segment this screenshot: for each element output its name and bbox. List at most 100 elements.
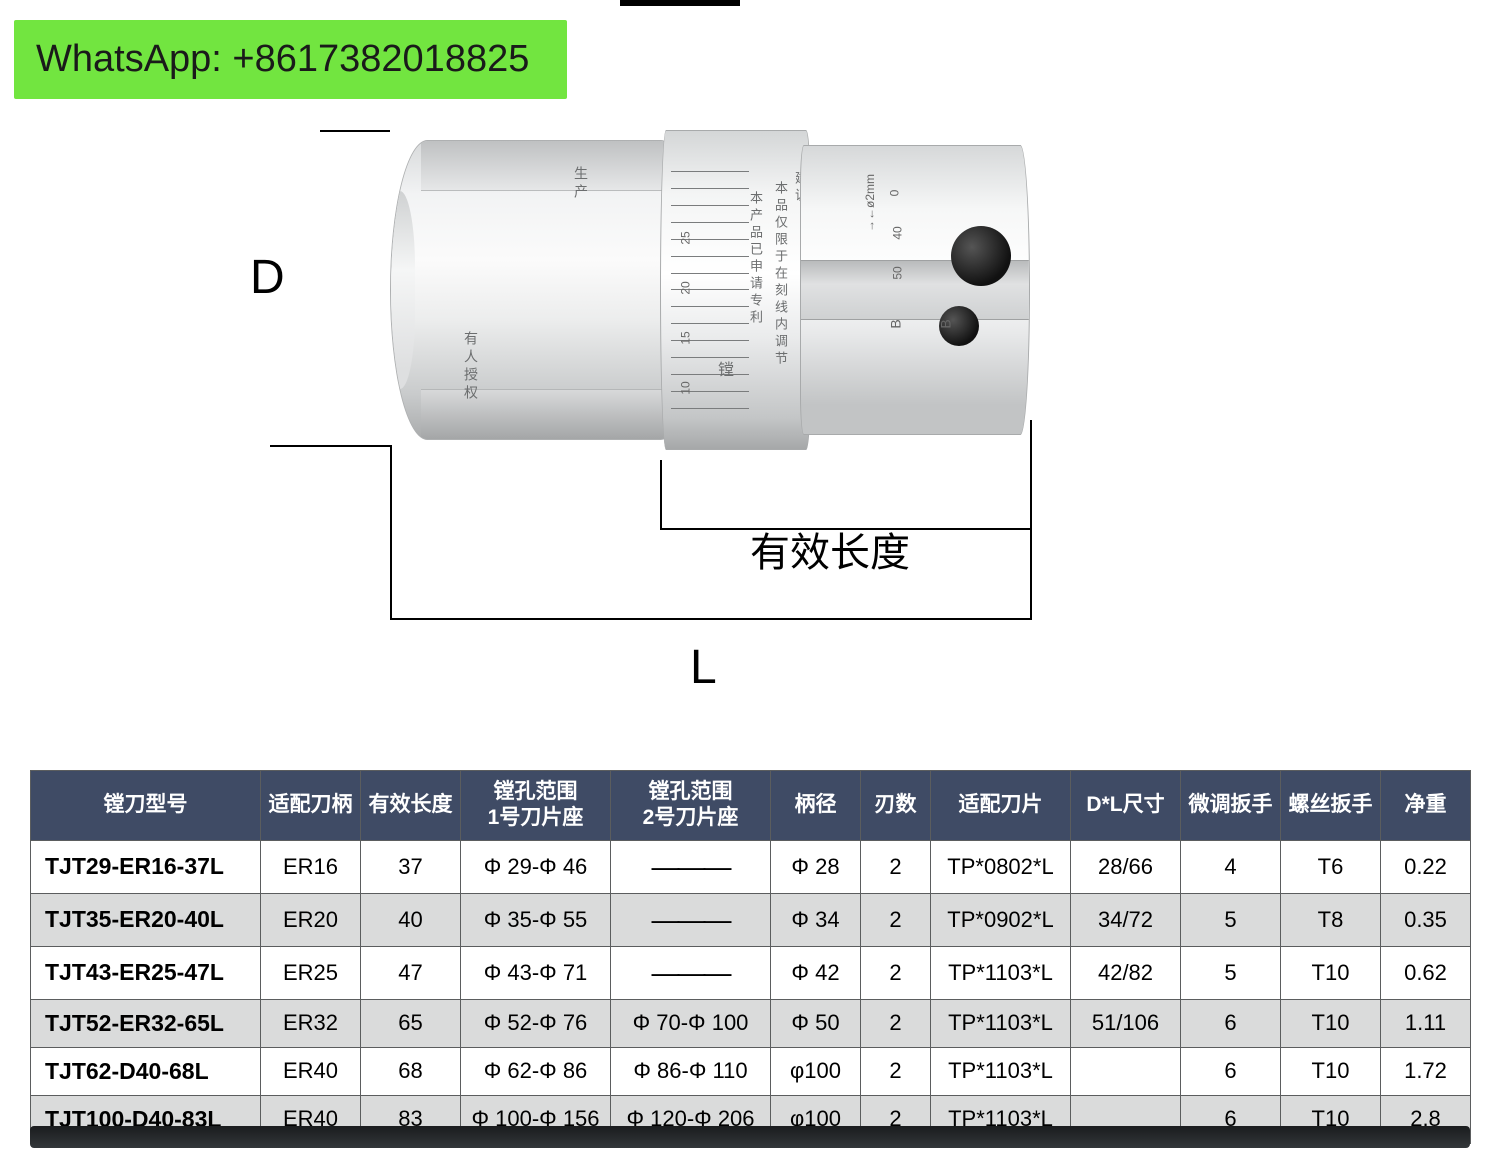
dim-l-right-tick bbox=[1030, 530, 1032, 620]
whatsapp-text: WhatsApp: +8617382018825 bbox=[36, 38, 529, 80]
table-cell: ER20 bbox=[261, 893, 361, 946]
grad-num-0: 10 bbox=[679, 381, 693, 394]
table-cell: ER16 bbox=[261, 840, 361, 893]
scale-40: 40 bbox=[891, 226, 905, 239]
base-engraving-2: 生产 bbox=[571, 166, 591, 202]
table-cell: TP*1103*L bbox=[931, 946, 1071, 999]
table-row: TJT52-ER32-65LER3265Φ 52-Φ 76Φ 70-Φ 100Φ… bbox=[31, 999, 1471, 1047]
table-cell: 0.62 bbox=[1381, 946, 1471, 999]
ring-text-1: 镗 bbox=[711, 361, 735, 381]
dim-l-label: L bbox=[690, 640, 717, 695]
table-cell: 5 bbox=[1181, 893, 1281, 946]
table-cell bbox=[1071, 1047, 1181, 1095]
table-cell: ——— bbox=[611, 893, 771, 946]
table-cell: T6 bbox=[1281, 840, 1381, 893]
grad-num-3: 25 bbox=[679, 231, 693, 244]
table-cell: 2 bbox=[861, 1047, 931, 1095]
table-header-cell: 柄径 bbox=[771, 771, 861, 841]
tool-diagram: D 有人授权 生产 10 15 20 25 镗 本产品已申请专利 本品仅限于在刻… bbox=[240, 100, 1220, 730]
table-cell: Φ 34 bbox=[771, 893, 861, 946]
table-row: TJT29-ER16-37LER1637Φ 29-Φ 46———Φ 282TP*… bbox=[31, 840, 1471, 893]
table-header-cell: 净重 bbox=[1381, 771, 1471, 841]
adjustment-ring: 10 15 20 25 镗 本产品已申请专利 本品仅限于在刻线内调节 建议 bbox=[660, 130, 810, 450]
table-cell: Φ 35-Φ 55 bbox=[461, 893, 611, 946]
grad-num-2: 20 bbox=[679, 281, 693, 294]
table-cell: TP*0802*L bbox=[931, 840, 1071, 893]
table-cell: 40 bbox=[361, 893, 461, 946]
table-cell: 2 bbox=[861, 946, 931, 999]
table-cell: TJT62-D40-68L bbox=[31, 1047, 261, 1095]
tool-body: 有人授权 生产 10 15 20 25 镗 本产品已申请专利 本品仅限于在刻线内… bbox=[390, 120, 1030, 460]
whatsapp-banner: WhatsApp: +8617382018825 bbox=[14, 20, 567, 99]
eff-len-left-tick bbox=[660, 460, 662, 530]
scale-0: 0 bbox=[887, 190, 901, 197]
insert-screw-1 bbox=[951, 226, 1011, 286]
table-cell: T8 bbox=[1281, 893, 1381, 946]
hex-base: 有人授权 生产 bbox=[390, 140, 670, 440]
eff-len-right-tick bbox=[1030, 420, 1032, 530]
boring-head: →←ø2mm 0 40 50 B B bbox=[800, 145, 1030, 435]
table-header-row: 镗刀型号适配刀柄有效长度镗孔范围1号刀片座镗孔范围2号刀片座柄径刃数适配刀片D*… bbox=[31, 771, 1471, 841]
table-cell: Φ 42 bbox=[771, 946, 861, 999]
table-cell: T10 bbox=[1281, 946, 1381, 999]
base-engraving-1: 有人授权 bbox=[461, 331, 481, 403]
table-cell: T10 bbox=[1281, 1047, 1381, 1095]
table-header-cell: 有效长度 bbox=[361, 771, 461, 841]
table-cell: 6 bbox=[1181, 1047, 1281, 1095]
table-cell: 0.22 bbox=[1381, 840, 1471, 893]
table-header-cell: 微调扳手 bbox=[1181, 771, 1281, 841]
table-cell: TJT35-ER20-40L bbox=[31, 893, 261, 946]
eff-len-label: 有效长度 bbox=[750, 520, 910, 578]
hex-flat-bot bbox=[421, 389, 669, 439]
table-cell: Φ 52-Φ 76 bbox=[461, 999, 611, 1047]
table-cell: TJT43-ER25-47L bbox=[31, 946, 261, 999]
table-row: TJT43-ER25-47LER2547Φ 43-Φ 71———Φ 422TP*… bbox=[31, 946, 1471, 999]
table-cell: 0.35 bbox=[1381, 893, 1471, 946]
table-cell: Φ 29-Φ 46 bbox=[461, 840, 611, 893]
table-cell: Φ 28 bbox=[771, 840, 861, 893]
table-cell: TJT29-ER16-37L bbox=[31, 840, 261, 893]
spec-table-container: 镗刀型号适配刀柄有效长度镗孔范围1号刀片座镗孔范围2号刀片座柄径刃数适配刀片D*… bbox=[30, 770, 1470, 1144]
table-cell: Φ 70-Φ 100 bbox=[611, 999, 771, 1047]
table-cell: 51/106 bbox=[1071, 999, 1181, 1047]
arrow-2mm: →←ø2mm bbox=[863, 174, 877, 232]
table-row: TJT35-ER20-40LER2040Φ 35-Φ 55———Φ 342TP*… bbox=[31, 893, 1471, 946]
table-cell: 4 bbox=[1181, 840, 1281, 893]
table-cell: Φ 62-Φ 86 bbox=[461, 1047, 611, 1095]
table-cell: φ100 bbox=[771, 1047, 861, 1095]
table-cell: 2 bbox=[861, 893, 931, 946]
table-row: TJT62-D40-68LER4068Φ 62-Φ 86Φ 86-Φ 110φ1… bbox=[31, 1047, 1471, 1095]
decorative-bottom-bar bbox=[30, 1126, 1470, 1148]
table-header-cell: 适配刀柄 bbox=[261, 771, 361, 841]
table-cell: 6 bbox=[1181, 999, 1281, 1047]
table-cell: 2 bbox=[861, 999, 931, 1047]
ring-text-2: 本产品已申请专利 bbox=[746, 191, 765, 327]
scale-50: 50 bbox=[891, 266, 905, 279]
table-cell: 42/82 bbox=[1071, 946, 1181, 999]
scale-b1: B bbox=[888, 319, 904, 328]
table-header-cell: 螺丝扳手 bbox=[1281, 771, 1381, 841]
dim-d-label: D bbox=[250, 250, 285, 305]
decorative-top-bar bbox=[620, 0, 740, 6]
table-cell: 47 bbox=[361, 946, 461, 999]
spec-table: 镗刀型号适配刀柄有效长度镗孔范围1号刀片座镗孔范围2号刀片座柄径刃数适配刀片D*… bbox=[30, 770, 1471, 1144]
table-cell: ER32 bbox=[261, 999, 361, 1047]
table-cell: TP*1103*L bbox=[931, 1047, 1071, 1095]
table-cell: TP*1103*L bbox=[931, 999, 1071, 1047]
table-cell: TJT52-ER32-65L bbox=[31, 999, 261, 1047]
table-cell: 34/72 bbox=[1071, 893, 1181, 946]
table-header-cell: 适配刀片 bbox=[931, 771, 1071, 841]
table-cell: 5 bbox=[1181, 946, 1281, 999]
table-header-cell: 镗孔范围1号刀片座 bbox=[461, 771, 611, 841]
table-cell: 37 bbox=[361, 840, 461, 893]
table-cell: ER25 bbox=[261, 946, 361, 999]
table-cell: 28/66 bbox=[1071, 840, 1181, 893]
table-cell: ER40 bbox=[261, 1047, 361, 1095]
dim-d-top-ext bbox=[320, 130, 390, 132]
ring-text-3: 本品仅限于在刻线内调节 bbox=[771, 181, 790, 368]
table-cell: 1.11 bbox=[1381, 999, 1471, 1047]
scale-b2: B bbox=[938, 319, 954, 328]
table-header-cell: 镗刀型号 bbox=[31, 771, 261, 841]
table-cell: ——— bbox=[611, 840, 771, 893]
table-header-cell: 镗孔范围2号刀片座 bbox=[611, 771, 771, 841]
